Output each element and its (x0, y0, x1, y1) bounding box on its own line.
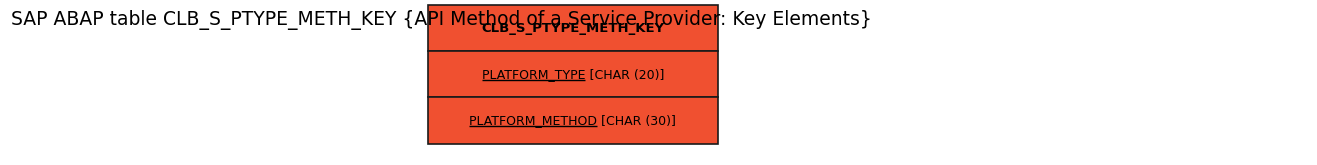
Text: SAP ABAP table CLB_S_PTYPE_METH_KEY {API Method of a Service Provider: Key Eleme: SAP ABAP table CLB_S_PTYPE_METH_KEY {API… (11, 10, 872, 30)
FancyBboxPatch shape (428, 51, 718, 97)
FancyBboxPatch shape (428, 5, 718, 51)
Text: PLATFORM_METHOD [CHAR (30)]: PLATFORM_METHOD [CHAR (30)] (469, 114, 677, 127)
FancyBboxPatch shape (428, 97, 718, 144)
Text: PLATFORM_TYPE [CHAR (20)]: PLATFORM_TYPE [CHAR (20)] (482, 68, 664, 81)
Text: CLB_S_PTYPE_METH_KEY: CLB_S_PTYPE_METH_KEY (481, 22, 665, 34)
